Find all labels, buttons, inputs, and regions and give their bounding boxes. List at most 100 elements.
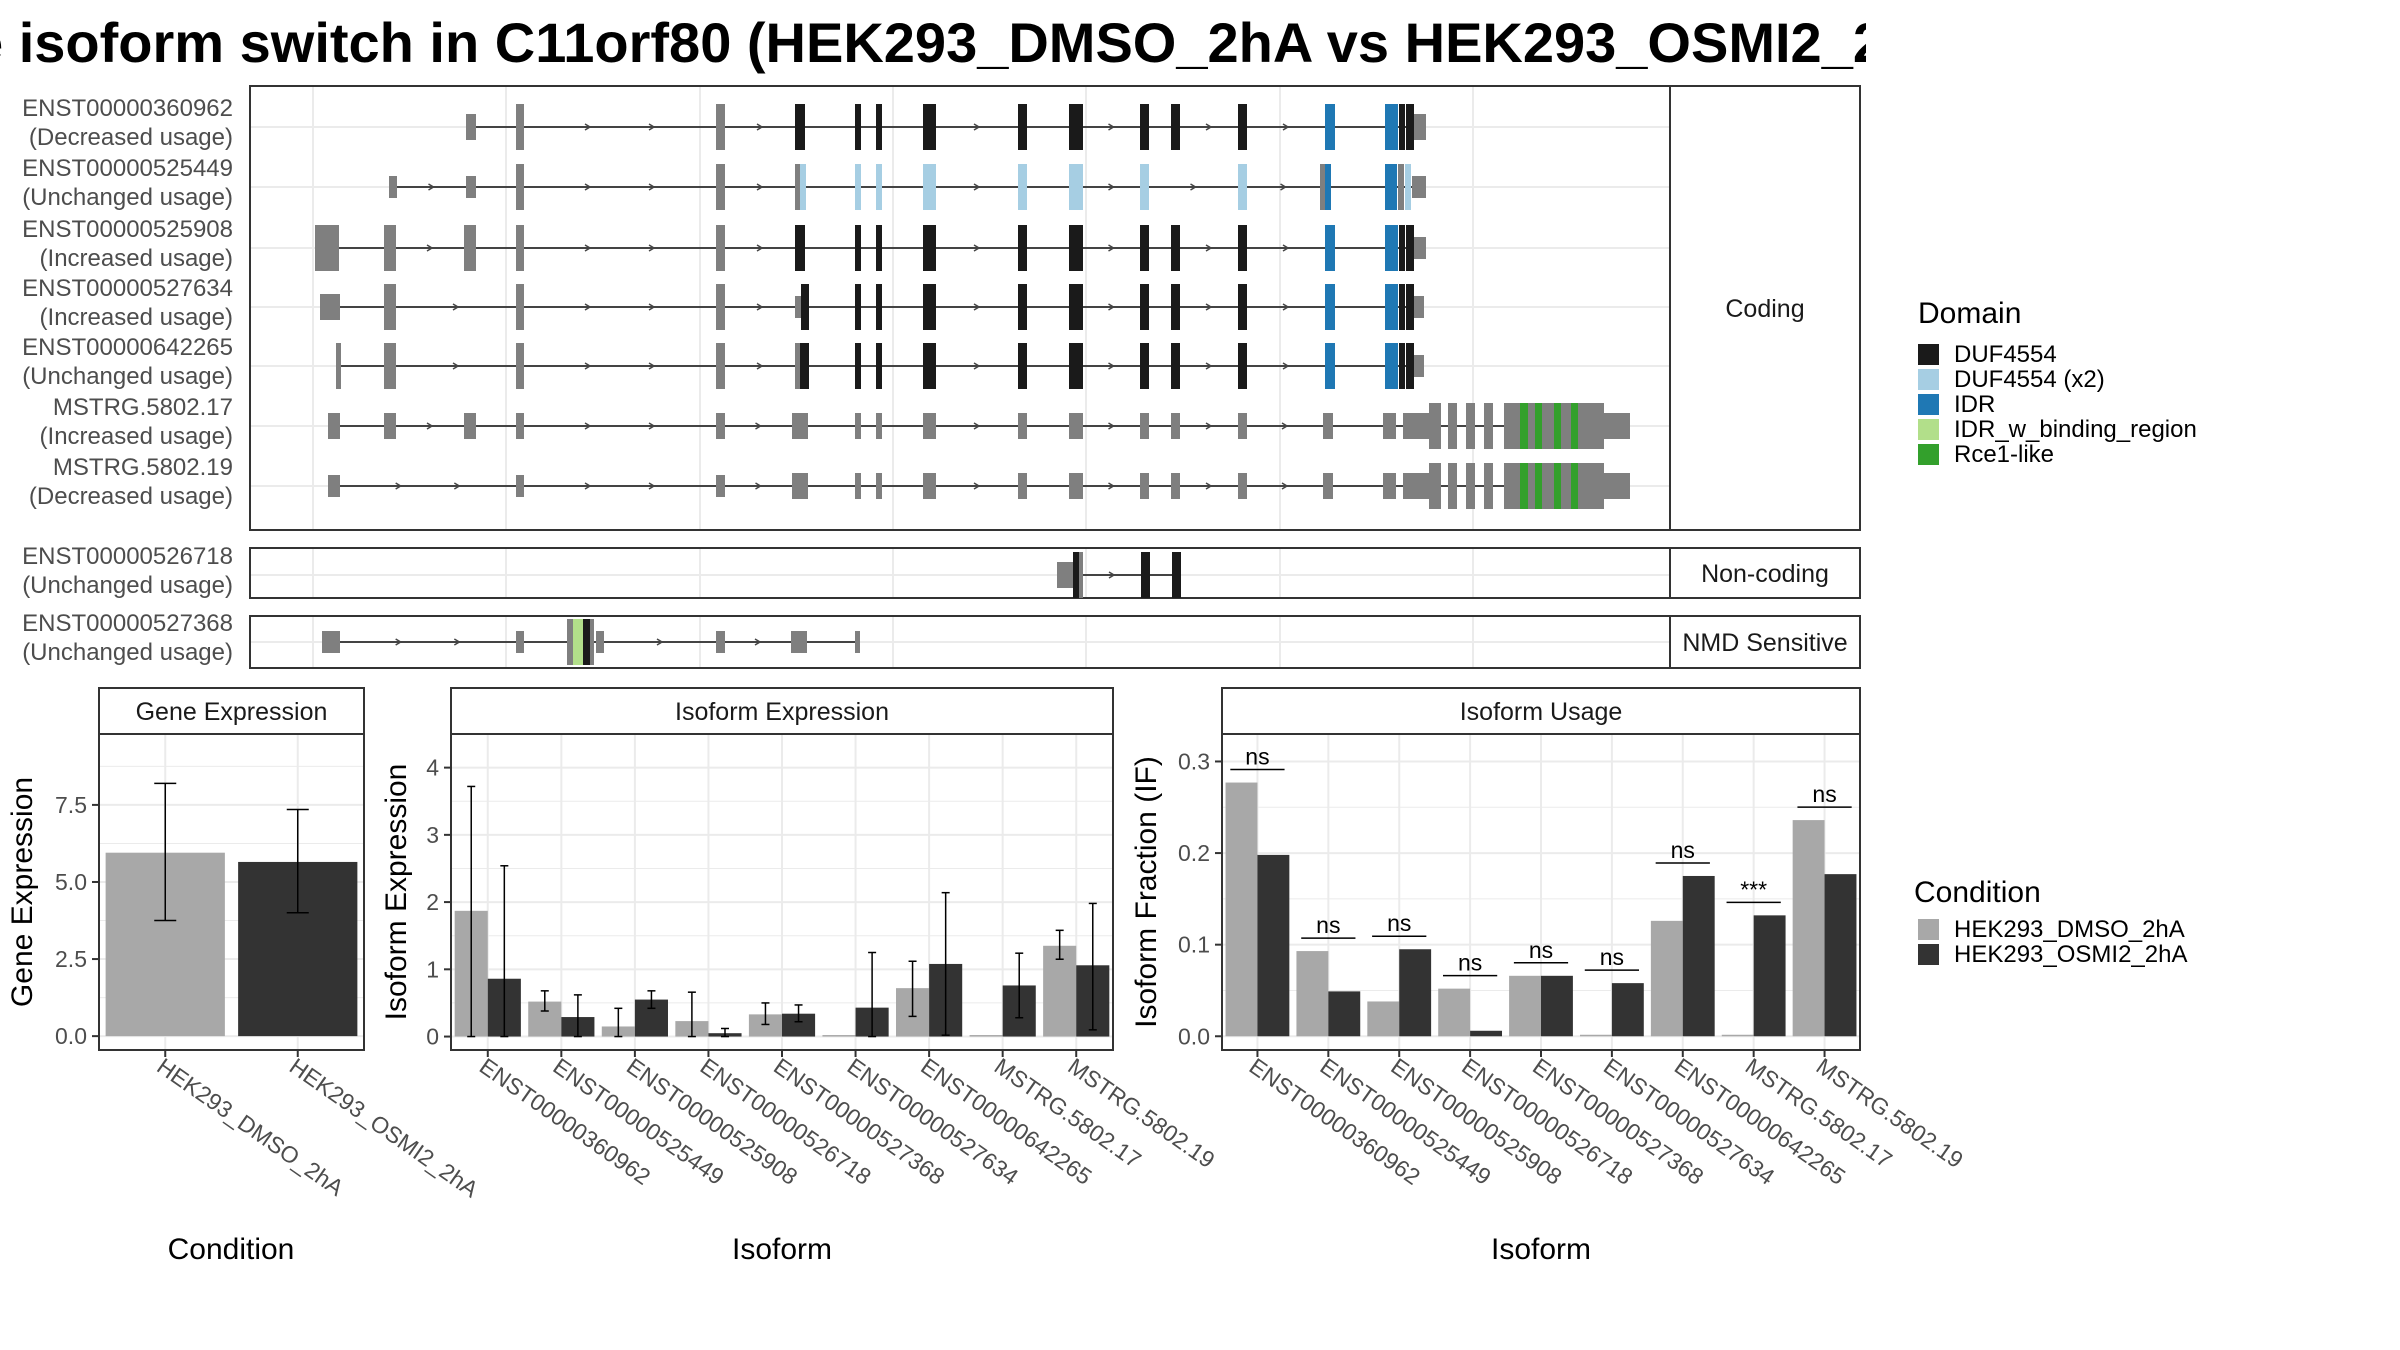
facet-strip (1669, 85, 1861, 531)
exon (1018, 413, 1027, 439)
intron-arrow (426, 422, 434, 430)
exon (716, 284, 725, 330)
exon (1561, 463, 1571, 509)
exon (855, 631, 860, 653)
exon (1325, 284, 1335, 330)
exon (1079, 552, 1083, 598)
exon (1405, 164, 1411, 210)
transcript-structure-panel: Coding Non-coding NMD Sensitive ENST0000036… (22, 85, 1861, 669)
transcript-track (315, 225, 1426, 271)
exon (1535, 463, 1542, 509)
exon (1171, 413, 1180, 439)
intron-arrow (648, 422, 656, 430)
intron-arrow (584, 482, 592, 490)
exon (1554, 403, 1561, 449)
intron-arrow (973, 362, 981, 370)
transcript-track (328, 403, 1630, 449)
transcript-id-label: MSTRG.5802.19 (53, 454, 233, 481)
bar (1296, 951, 1329, 1037)
exon (716, 631, 725, 653)
intron-arrow (973, 482, 981, 490)
exon (322, 631, 340, 653)
exon (1513, 463, 1520, 509)
exon (1140, 413, 1149, 439)
exon (1069, 284, 1083, 330)
exon (1238, 104, 1247, 150)
transcript-usage-label: (Unchanged usage) (22, 639, 233, 666)
significance-label: ns (1387, 910, 1411, 936)
transcript-id-label: ENST00000527634 (22, 275, 233, 302)
intron-arrow (648, 482, 656, 490)
chart-panel-border (98, 733, 365, 1051)
exon (328, 413, 340, 439)
significance-label: *** (1740, 876, 1767, 902)
exon (800, 343, 809, 389)
exon (1238, 225, 1247, 271)
exon (1528, 463, 1535, 509)
exon (792, 473, 808, 499)
y-tick-label: 2.5 (55, 946, 87, 972)
intron-arrow (1108, 123, 1115, 131)
exon (1586, 463, 1604, 509)
exon (1018, 473, 1027, 499)
exon (923, 225, 936, 271)
transcript-track (466, 104, 1426, 150)
exon (384, 225, 396, 271)
exon (1414, 296, 1424, 318)
y-axis-title: Gene Expression (6, 777, 39, 1007)
intron-arrow (426, 244, 434, 252)
exon (855, 473, 861, 499)
intron-arrow (973, 303, 981, 311)
exon (1238, 284, 1247, 330)
y-axis-title: Isoform Expression (380, 764, 413, 1021)
exon (923, 343, 936, 389)
chart-title: Isoform Usage (1460, 698, 1623, 726)
transcript-id-label: ENST00000525908 (22, 216, 233, 243)
intron-arrow (1205, 422, 1213, 430)
structure-panel-bg (250, 548, 1670, 598)
exon (1140, 225, 1149, 271)
exon (876, 284, 882, 330)
exon (1399, 104, 1405, 150)
exon (1520, 403, 1528, 449)
significance-label: ns (1458, 950, 1482, 976)
exon (923, 164, 936, 210)
exon (923, 104, 936, 150)
exon (1383, 473, 1396, 499)
bar (1721, 1034, 1754, 1037)
exon (1542, 463, 1554, 509)
exon (876, 473, 882, 499)
bar (1043, 945, 1077, 1037)
exon (1604, 473, 1630, 499)
exon (876, 225, 882, 271)
exon (1383, 413, 1396, 439)
exon (1171, 343, 1180, 389)
exon (315, 225, 339, 271)
exon (1586, 403, 1604, 449)
exon (1069, 413, 1083, 439)
exon (596, 631, 604, 653)
chart-strip (1221, 687, 1861, 735)
intron-arrow (1205, 362, 1213, 370)
intron-arrow (1108, 482, 1115, 490)
exon (1414, 355, 1424, 377)
intron-arrow (1108, 362, 1115, 370)
domain-legend-key (1918, 369, 1939, 390)
y-tick-label: 0 (426, 1024, 439, 1050)
exon (1578, 463, 1586, 509)
exon (792, 413, 808, 439)
exon (1385, 225, 1398, 271)
exon (1069, 225, 1083, 271)
y-tick-label: 4 (426, 755, 439, 781)
bar (1225, 782, 1258, 1037)
y-tick-label: 0.0 (55, 1023, 87, 1049)
domain-legend-label: IDR_w_binding_region (1954, 416, 2197, 443)
expression-charts: Gene Expression0.02.55.07.5HEK293_DMSO_2… (6, 687, 1968, 1266)
intron-arrow (755, 422, 762, 430)
y-tick-label: 3 (426, 822, 439, 848)
exon (1406, 104, 1414, 150)
y-tick-label: 2 (426, 889, 439, 915)
exon (1171, 473, 1180, 499)
exon (1018, 164, 1027, 210)
facet-strip (1669, 547, 1861, 599)
